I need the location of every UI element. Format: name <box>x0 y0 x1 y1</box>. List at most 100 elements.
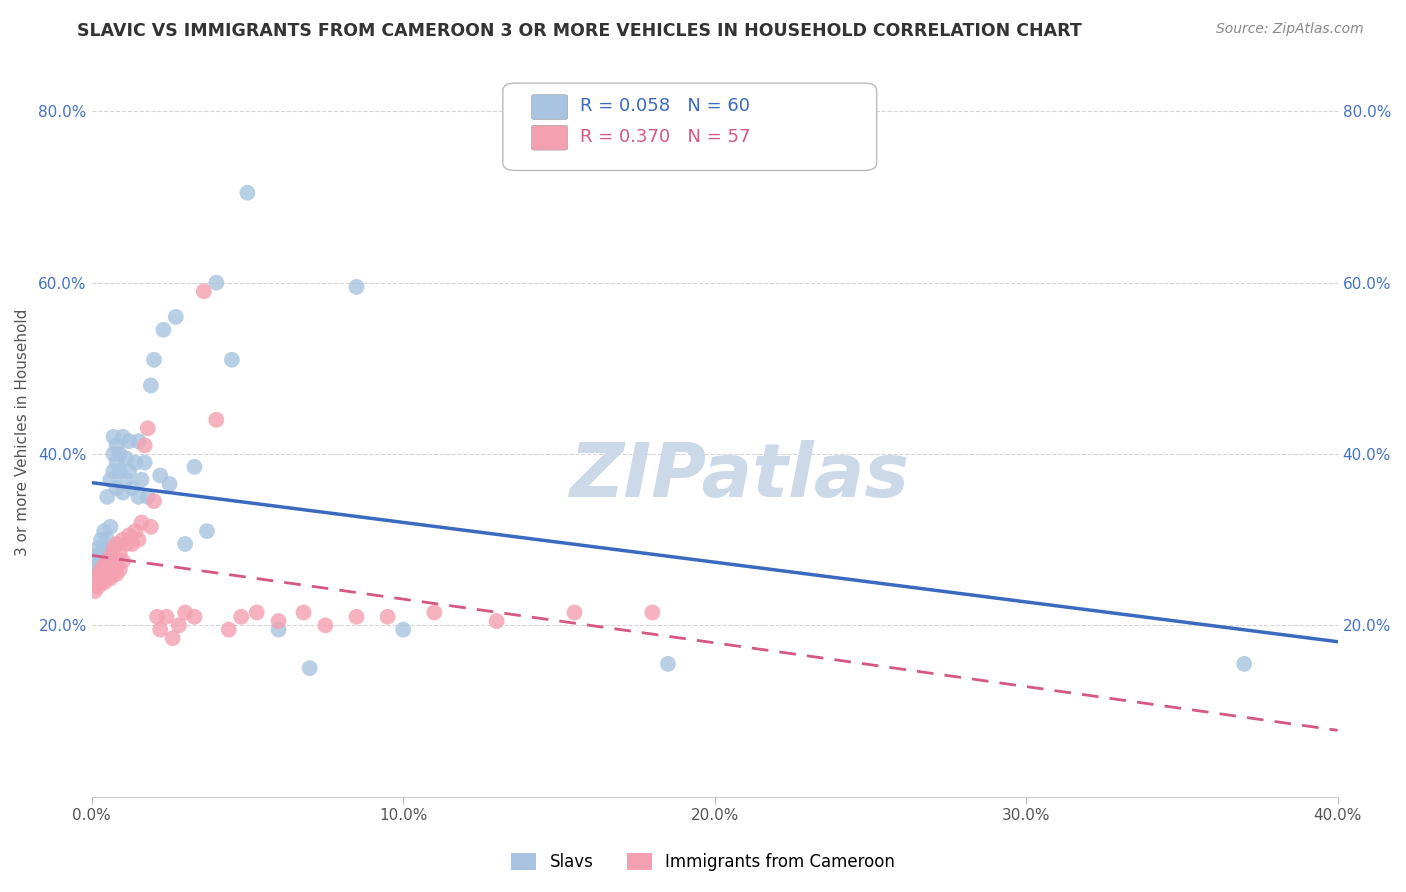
Point <box>100 554 122 568</box>
Point <box>100 563 122 577</box>
FancyBboxPatch shape <box>531 125 568 150</box>
Point <box>115 537 138 551</box>
Point <box>90 545 112 559</box>
Point <box>103 558 125 573</box>
Point <box>90 558 112 573</box>
Point <box>124 456 146 470</box>
Point <box>155 609 177 624</box>
Point <box>105 537 128 551</box>
Point <box>485 614 508 628</box>
Point <box>103 447 125 461</box>
Point <box>108 563 131 577</box>
Point <box>218 623 240 637</box>
Point <box>193 285 215 299</box>
Point <box>93 558 115 573</box>
Point <box>564 606 586 620</box>
Point <box>96 554 118 568</box>
Point <box>87 580 110 594</box>
Point <box>90 566 112 581</box>
Point <box>90 533 112 547</box>
Text: Source: ZipAtlas.com: Source: ZipAtlas.com <box>1216 22 1364 37</box>
Point <box>139 378 162 392</box>
Point <box>108 545 131 559</box>
Point <box>152 323 174 337</box>
Point <box>267 614 290 628</box>
Point <box>162 631 184 645</box>
Point <box>267 623 290 637</box>
Point <box>314 618 336 632</box>
Point <box>143 352 166 367</box>
Point <box>105 438 128 452</box>
Point <box>115 451 138 466</box>
Point <box>236 186 259 200</box>
Point <box>657 657 679 671</box>
Point <box>90 566 112 581</box>
Point <box>93 563 115 577</box>
Point <box>131 516 153 530</box>
Point <box>165 310 187 324</box>
Point <box>83 571 105 585</box>
Point <box>221 352 243 367</box>
Point <box>136 490 159 504</box>
Point <box>115 473 138 487</box>
Point <box>93 524 115 538</box>
Point <box>93 566 115 581</box>
Point <box>174 606 197 620</box>
Point <box>231 609 253 624</box>
Point <box>392 623 415 637</box>
Point <box>134 438 156 452</box>
Point <box>100 571 122 585</box>
Point <box>96 558 118 573</box>
Point <box>105 481 128 495</box>
Point <box>108 447 131 461</box>
FancyBboxPatch shape <box>531 95 568 120</box>
Point <box>103 566 125 581</box>
Point <box>183 609 205 624</box>
Point <box>346 609 368 624</box>
Point <box>96 549 118 564</box>
Point <box>127 490 149 504</box>
Point <box>134 456 156 470</box>
Point <box>423 606 446 620</box>
Point <box>136 421 159 435</box>
Point <box>105 558 128 573</box>
Point <box>87 563 110 577</box>
Point <box>131 473 153 487</box>
Point <box>90 563 112 577</box>
Point <box>205 413 228 427</box>
Point <box>1233 657 1256 671</box>
Point <box>111 485 134 500</box>
Point <box>149 623 172 637</box>
Point <box>377 609 399 624</box>
Point <box>103 541 125 556</box>
Point <box>195 524 218 538</box>
Point <box>100 473 122 487</box>
Point <box>183 459 205 474</box>
Point <box>111 430 134 444</box>
Text: R = 0.058   N = 60: R = 0.058 N = 60 <box>581 97 751 115</box>
FancyBboxPatch shape <box>503 83 876 170</box>
Point <box>108 464 131 478</box>
Point <box>87 541 110 556</box>
Point <box>149 468 172 483</box>
Point <box>143 494 166 508</box>
Point <box>90 575 112 590</box>
Point <box>100 541 122 556</box>
Point <box>87 568 110 582</box>
Legend: Slavs, Immigrants from Cameroon: Slavs, Immigrants from Cameroon <box>503 845 903 880</box>
Point <box>121 537 143 551</box>
Point <box>127 533 149 547</box>
Point <box>146 609 169 624</box>
Point <box>292 606 315 620</box>
Point <box>118 464 141 478</box>
Point <box>96 571 118 585</box>
Point <box>96 563 118 577</box>
Point <box>167 618 190 632</box>
Point <box>121 481 143 495</box>
Text: ZIPatlas: ZIPatlas <box>569 440 910 513</box>
Point <box>87 554 110 568</box>
Point <box>96 533 118 547</box>
Point <box>105 456 128 470</box>
Point <box>96 490 118 504</box>
Point <box>83 558 105 573</box>
